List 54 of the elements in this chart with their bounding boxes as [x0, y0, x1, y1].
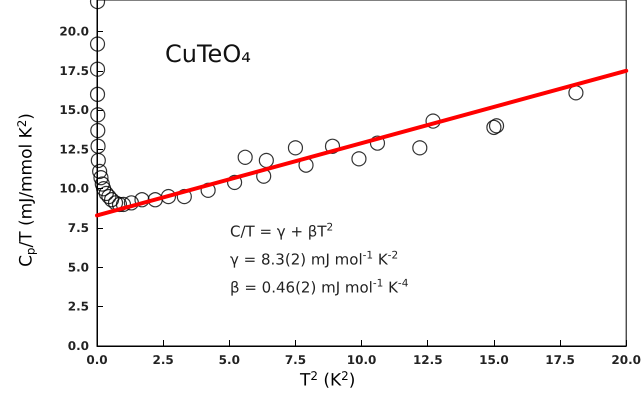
- y-tick-label: 2.5: [68, 300, 89, 314]
- y-tick-label: 7.5: [68, 221, 89, 236]
- point: [227, 174, 242, 190]
- point: [412, 140, 428, 156]
- point: [101, 188, 117, 204]
- point: [90, 36, 106, 52]
- point: [134, 192, 150, 208]
- point: [93, 170, 109, 186]
- point: [90, 86, 106, 102]
- y-tick-label: 5.0: [68, 260, 89, 274]
- point: [116, 196, 132, 212]
- x-tick-label: 17.5: [545, 353, 575, 367]
- point: [351, 151, 367, 166]
- text: CuTeO₄: [165, 40, 251, 68]
- point: [238, 150, 253, 165]
- point: [124, 195, 139, 210]
- x-tick-label: 2.5: [152, 353, 174, 367]
- y-axis-title: Cp/T (mJ/mmol K2): [15, 113, 38, 267]
- point: [488, 118, 504, 134]
- point: [90, 152, 106, 168]
- x-tick-label: 5.0: [218, 353, 240, 367]
- x-tick-label: 10.0: [346, 353, 376, 367]
- y-tick-label: 20.0: [59, 24, 89, 38]
- point: [370, 136, 386, 151]
- point: [90, 107, 106, 122]
- point: [94, 176, 110, 192]
- x-tick-label: 0.0: [86, 353, 108, 367]
- point: [568, 85, 584, 100]
- point: [200, 182, 216, 198]
- y-tick-label: 15.0: [59, 103, 89, 118]
- point: [176, 188, 192, 204]
- point: [425, 114, 441, 129]
- y-tick-label: 10.0: [59, 182, 89, 196]
- point: [112, 196, 128, 212]
- point: [160, 188, 176, 204]
- point: [148, 192, 163, 208]
- point: [288, 140, 304, 156]
- x-tick-label: 7.5: [284, 353, 306, 367]
- point: [324, 138, 340, 154]
- y-tick-label: 0.0: [68, 339, 89, 353]
- point: [90, 62, 106, 77]
- point: [104, 192, 120, 208]
- x-tick-label: 15.0: [479, 353, 509, 367]
- point: [96, 181, 112, 196]
- point: [90, 138, 106, 154]
- point: [90, 122, 106, 138]
- point: [258, 152, 274, 168]
- point: [486, 120, 502, 135]
- point: [92, 164, 108, 180]
- y-tick-label: 17.5: [59, 64, 89, 78]
- x-tick-label: 12.5: [412, 353, 443, 367]
- y-tick-label: 12.5: [59, 142, 89, 156]
- point: [98, 186, 114, 202]
- x-tick-label: 20.0: [611, 353, 641, 367]
